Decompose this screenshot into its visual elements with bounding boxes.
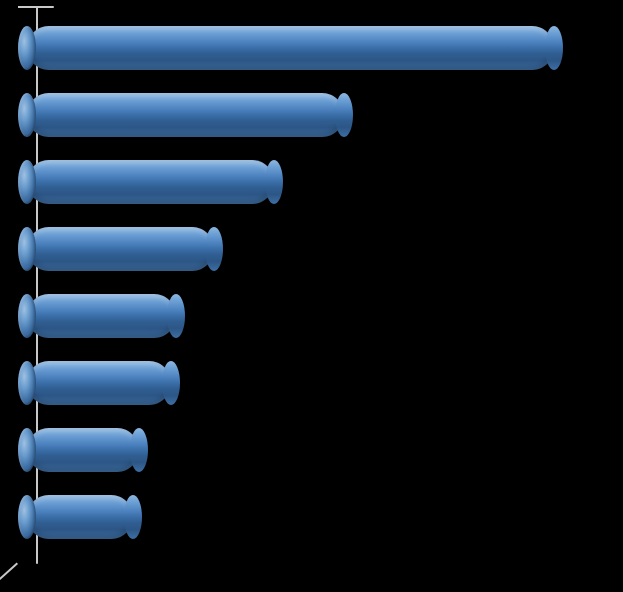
bar-cap-left — [18, 294, 36, 338]
bar-cap-right — [124, 495, 142, 539]
bar-body — [27, 495, 133, 539]
bar-cap-left — [18, 495, 36, 539]
bar-body — [27, 227, 214, 271]
bar-cap-left — [18, 428, 36, 472]
bar-body — [27, 26, 554, 70]
bar-cap-right — [205, 227, 223, 271]
axis-left-edge — [36, 6, 38, 564]
axis-base-edge — [0, 563, 18, 581]
bar-body — [27, 160, 274, 204]
axis-corner-edge — [18, 6, 36, 8]
bar-body — [27, 361, 171, 405]
bar-cap-left — [18, 361, 36, 405]
bar-cap-left — [18, 227, 36, 271]
bar-cap-left — [18, 26, 36, 70]
bar-cap-right — [545, 26, 563, 70]
bar-cap-left — [18, 160, 36, 204]
bar-cap-right — [130, 428, 148, 472]
bar-body — [27, 428, 139, 472]
bar-cap-right — [167, 294, 185, 338]
bar-cap-right — [265, 160, 283, 204]
bar-body — [27, 93, 344, 137]
horizontal-cylinder-bar-chart — [0, 0, 623, 592]
bar-cap-left — [18, 93, 36, 137]
bar-cap-right — [162, 361, 180, 405]
bar-cap-right — [335, 93, 353, 137]
bar-body — [27, 294, 176, 338]
